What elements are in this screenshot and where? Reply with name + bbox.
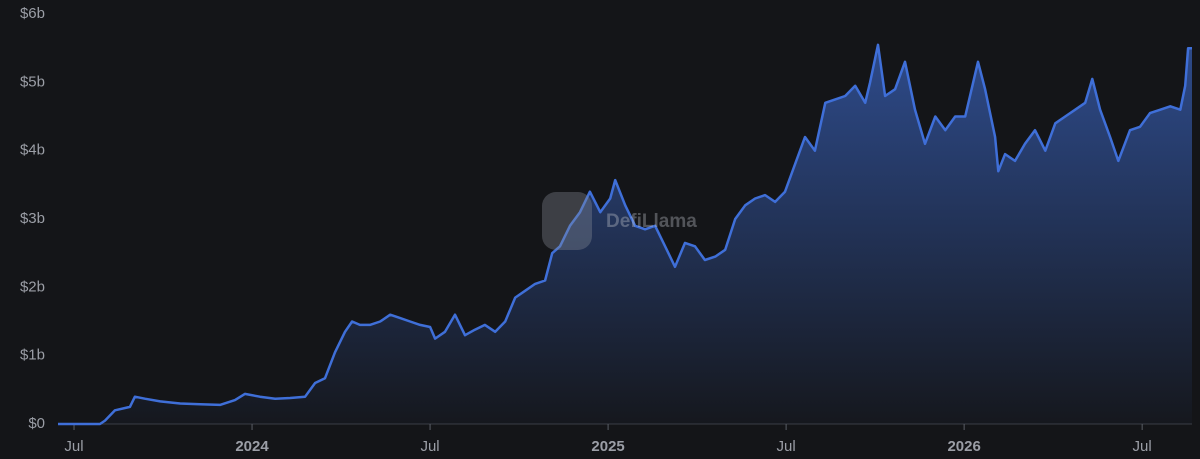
y-tick-label: $4b bbox=[20, 142, 45, 159]
line bbox=[58, 43, 1192, 426]
y-tick-label: $2b bbox=[20, 278, 45, 295]
x-tick-label: Jul bbox=[1133, 438, 1152, 455]
x-tick-label: 2024 bbox=[235, 438, 269, 455]
x-tick-label: 2025 bbox=[591, 438, 624, 455]
plot: $0 $1b $2b $3b $4b $5b $6b Jul 2024 Jul 2025 Jul 202… bbox=[20, 5, 1192, 455]
watermark: DefiLlama bbox=[542, 192, 697, 250]
x-tick-label: 2026 bbox=[947, 438, 980, 455]
x-tick-label: Jul bbox=[420, 438, 439, 455]
watermark-logo bbox=[542, 192, 592, 250]
x-tick-label: Jul bbox=[777, 438, 796, 455]
x-tick-label: Jul bbox=[64, 438, 83, 455]
y-tick-label: $6b bbox=[20, 5, 45, 22]
y-tick-label: $5b bbox=[20, 73, 45, 90]
y-tick-label: $0 bbox=[28, 415, 45, 432]
watermark-text: DefiLlama bbox=[606, 211, 697, 232]
area bbox=[58, 44, 1192, 425]
y-tick-label: $1b bbox=[20, 347, 45, 364]
y-tick-label: $3b bbox=[20, 210, 45, 227]
